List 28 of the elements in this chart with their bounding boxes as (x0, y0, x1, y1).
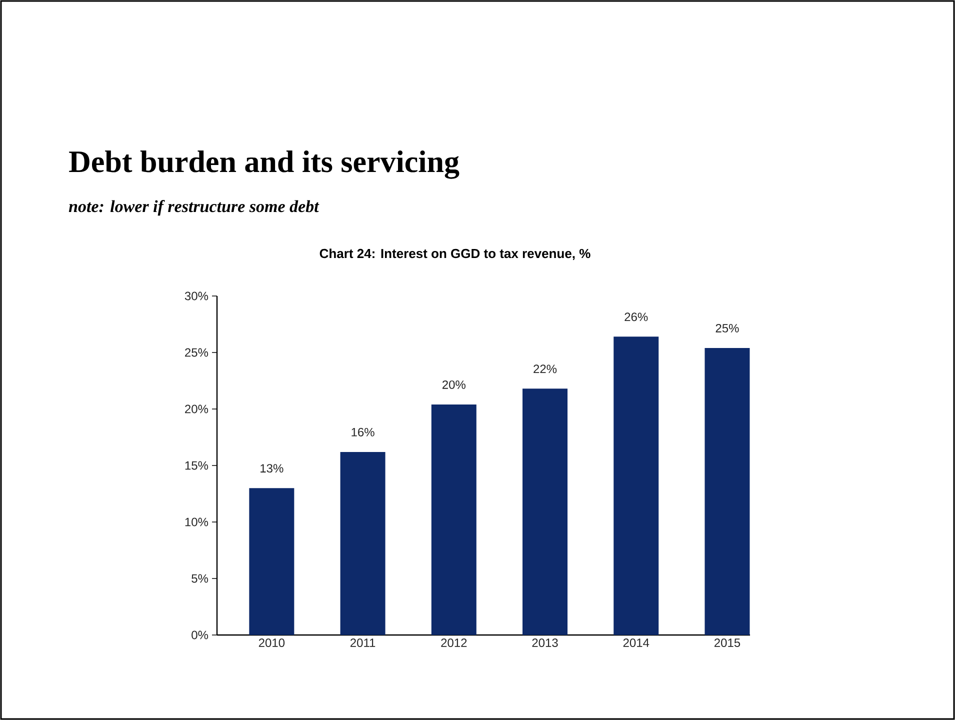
bar (522, 388, 568, 635)
bar (431, 404, 476, 635)
data-label: 16% (352, 428, 374, 436)
y-tick-label: 0% (192, 630, 208, 640)
caption: Chart 24: Interest on GGD to tax revenue, % (320, 248, 590, 260)
y-tick-label: 5% (192, 574, 208, 583)
chart-title: Debt burden and its servicing (69, 150, 460, 179)
data-label: 26% (624, 312, 648, 322)
y-tick-label: 10% (185, 518, 208, 526)
y-tick-label: 15% (185, 461, 208, 470)
bar (249, 488, 294, 635)
x-tick-label: 2012 (441, 638, 467, 648)
x-tick-label: 2013 (532, 638, 558, 648)
bar (340, 452, 386, 635)
x-tick-label: 2015 (714, 638, 740, 648)
chart-subtitle: note: lower if restructure some debt (68, 200, 320, 216)
data-label: 20% (442, 380, 466, 389)
data-label: 13% (260, 464, 284, 473)
bar (704, 348, 750, 635)
x-tick-label: 2014 (623, 638, 650, 648)
x-tick-label: 2010 (258, 638, 285, 648)
bar (614, 336, 659, 635)
x-tick-label: 2011 (350, 638, 376, 648)
y-tick-label: 30% (184, 292, 208, 300)
y-tick-label: 25% (185, 348, 208, 357)
y-tick-label: 20% (185, 404, 208, 414)
data-label: 25% (716, 324, 739, 332)
data-label: 22% (534, 364, 557, 374)
